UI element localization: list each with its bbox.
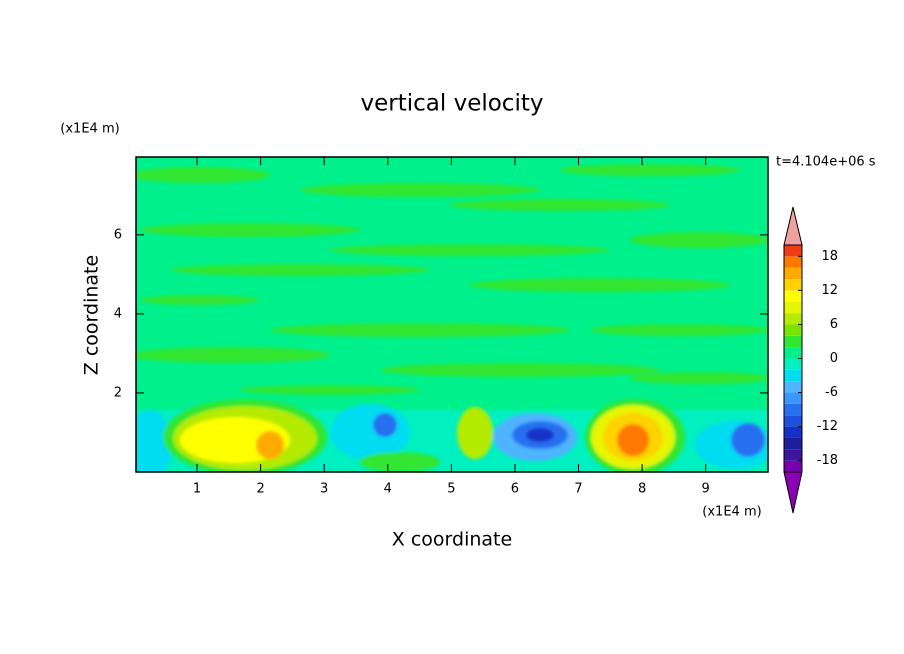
colorbar-bin <box>784 256 802 268</box>
y-tick-label: 6 <box>114 227 122 242</box>
colorbar-bin <box>784 449 802 461</box>
colorbar-bin <box>784 279 802 291</box>
colorbar-bin <box>784 313 802 325</box>
colorbar-bin <box>784 358 802 370</box>
colorbar-tick-label: -6 <box>825 385 838 400</box>
colorbar-bin <box>784 290 802 302</box>
colorbar-tick-label: 12 <box>821 283 838 298</box>
colorbar-bin <box>784 415 802 427</box>
colorbar-bin <box>784 460 802 472</box>
colorbar-tick-label: -12 <box>817 419 838 434</box>
colorbar-bin <box>784 403 802 416</box>
colorbar-bin <box>784 301 802 314</box>
y-unit: (x1E4 m) <box>60 122 119 137</box>
x-tick-label: 2 <box>256 482 264 497</box>
colorbar-tick-label: 6 <box>830 317 838 332</box>
colorbar-tick-label: -18 <box>817 453 838 468</box>
colorbar-bin <box>784 426 802 438</box>
chart-title: vertical velocity <box>361 91 544 117</box>
colorbar-bin <box>784 347 802 359</box>
x-tick-label: 3 <box>320 482 328 497</box>
y-axis-label: Z coordinate <box>81 255 103 375</box>
colorbar-bin <box>784 324 802 336</box>
colorbar-bin <box>784 437 802 450</box>
x-tick-label: 1 <box>193 482 201 497</box>
time-annotation: t=4.104e+06 s <box>776 155 876 170</box>
colorbar-over <box>783 206 803 246</box>
x-tick-label: 5 <box>447 482 455 497</box>
x-axis-label: X coordinate <box>392 529 512 551</box>
colorbar-bin <box>784 392 802 404</box>
y-tick-label: 2 <box>114 385 122 400</box>
x-tick-label: 9 <box>702 482 710 497</box>
x-tick-label: 7 <box>574 482 582 497</box>
x-tick-label: 4 <box>384 482 392 497</box>
y-tick-label: 4 <box>114 306 122 321</box>
colorbar-bin <box>784 335 802 348</box>
colorbar-under <box>783 471 803 514</box>
x-tick-label: 6 <box>511 482 519 497</box>
colorbar-bin <box>784 267 802 280</box>
colorbar-tick-label: 18 <box>821 249 838 264</box>
colorbar-tick-label: 0 <box>830 351 838 366</box>
x-tick-label: 8 <box>638 482 646 497</box>
plot-frame <box>135 156 769 473</box>
contour-field <box>136 157 768 472</box>
colorbar-bin <box>784 369 802 382</box>
colorbar-bin <box>784 245 802 257</box>
x-unit: (x1E4 m) <box>702 505 761 520</box>
colorbar-bin <box>784 381 802 393</box>
